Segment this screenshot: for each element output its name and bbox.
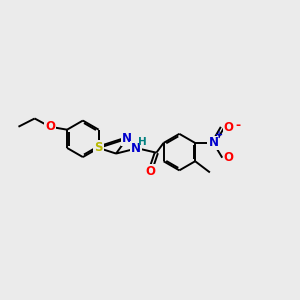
Text: -: -: [235, 119, 240, 132]
Text: O: O: [224, 121, 234, 134]
Text: O: O: [224, 151, 234, 164]
Text: O: O: [45, 120, 55, 133]
Text: O: O: [145, 165, 155, 178]
Text: S: S: [94, 141, 103, 154]
Text: H: H: [138, 137, 146, 147]
Text: N: N: [122, 132, 132, 145]
Text: N: N: [208, 136, 218, 149]
Text: N: N: [131, 142, 141, 155]
Text: +: +: [215, 130, 224, 140]
